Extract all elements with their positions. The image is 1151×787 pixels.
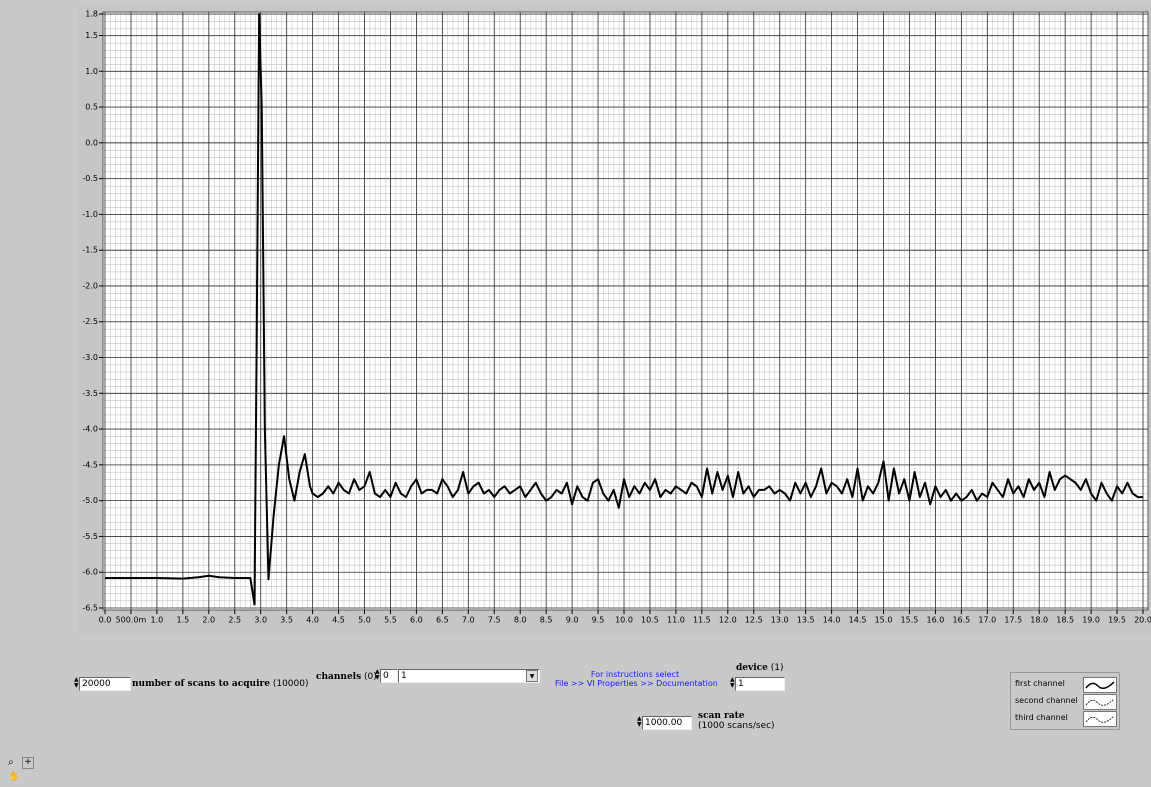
device-default: (1): [770, 663, 784, 673]
x-tick-label: 4.5: [332, 616, 345, 625]
x-tick-label: 2.0: [202, 616, 215, 625]
x-tick-label: 12.5: [745, 616, 763, 625]
pan-tool[interactable]: ✋: [8, 772, 20, 782]
scan-rate-input[interactable]: 1000.00: [642, 716, 692, 730]
y-tick-label: 1.5: [85, 31, 98, 40]
legend-entry[interactable]: third channel: [1015, 710, 1117, 727]
x-tick-label: 18.0: [1030, 616, 1048, 625]
instructions-line: For instructions select: [590, 670, 680, 679]
channels-input[interactable]: 1 ▼: [398, 669, 540, 683]
x-tick-label: 8.0: [514, 616, 527, 625]
x-tick-label: 15.0: [875, 616, 893, 625]
channels-label: channels: [316, 672, 362, 682]
legend-label: first channel: [1015, 679, 1065, 688]
x-tick-label: 14.0: [823, 616, 841, 625]
x-tick-label: 9.5: [592, 616, 605, 625]
cursor-tool[interactable]: +: [22, 757, 34, 769]
x-tick-label: 11.0: [667, 616, 685, 625]
x-tick-label: 3.5: [280, 616, 293, 625]
device-input[interactable]: 1: [735, 677, 785, 691]
legend-label: second channel: [1015, 696, 1078, 705]
x-tick-label: 8.5: [540, 616, 553, 625]
y-tick-label: -6.0: [82, 568, 98, 577]
x-tick-label: 11.5: [693, 616, 711, 625]
y-tick-label: -0.5: [82, 174, 98, 183]
x-tick-label: 6.5: [436, 616, 449, 625]
x-tick-label: 5.5: [384, 616, 397, 625]
x-tick-label: 7.5: [488, 616, 501, 625]
y-tick-label: -6.5: [82, 604, 98, 613]
x-tick-label: 9.0: [566, 616, 579, 625]
x-tick-label: 13.5: [797, 616, 815, 625]
legend-line: [1085, 681, 1115, 689]
channels-default: (0): [364, 672, 377, 682]
legend-swatch: [1083, 711, 1117, 727]
legend-line: [1085, 698, 1115, 706]
x-tick-label: 500.0m: [116, 616, 147, 625]
legend-line: [1085, 715, 1115, 723]
x-tick-label: 17.0: [978, 616, 996, 625]
y-tick-label: 0.0: [85, 138, 98, 147]
x-tick-label: 3.0: [254, 616, 267, 625]
x-tick-label: 19.0: [1082, 616, 1100, 625]
legend-entry[interactable]: second channel: [1015, 693, 1117, 710]
dropdown-button[interactable]: ▼: [526, 670, 538, 682]
device-label: device: [736, 663, 768, 673]
y-tick-label: -4.5: [82, 460, 98, 469]
y-tick-label: -5.5: [82, 532, 98, 541]
instructions-line: File >> VI Properties >> Documentation: [555, 679, 718, 688]
x-tick-label: 15.5: [901, 616, 919, 625]
data-line: [105, 13, 1143, 606]
x-tick-label: 2.5: [228, 616, 241, 625]
y-tick-label: -3.0: [82, 353, 98, 362]
x-tick-label: 13.0: [771, 616, 789, 625]
x-tick-label: 7.0: [462, 616, 475, 625]
x-tick-label: 6.0: [410, 616, 423, 625]
x-tick-label: 14.5: [849, 616, 867, 625]
x-tick-label: 1.5: [176, 616, 189, 625]
scan-rate-default: (1000 scans/sec): [698, 721, 775, 731]
y-tick-label: 0.5: [85, 103, 98, 112]
x-tick-label: 4.0: [306, 616, 319, 625]
x-tick-label: 10.0: [615, 616, 633, 625]
scan-rate-label: scan rate: [698, 711, 745, 721]
x-tick-label: 17.5: [1004, 616, 1022, 625]
x-tick-label: 16.5: [952, 616, 970, 625]
x-tick-label: 16.0: [926, 616, 944, 625]
zoom-tool[interactable]: ⌕: [8, 757, 14, 768]
x-tick-label: 0.0: [99, 616, 112, 625]
x-tick-label: 19.5: [1108, 616, 1126, 625]
x-tick-label: 5.0: [358, 616, 371, 625]
minor-grid: [103, 12, 1148, 610]
x-tick-label: 18.5: [1056, 616, 1074, 625]
x-tick-label: 20.0: [1134, 616, 1151, 625]
legend-entry[interactable]: first channel: [1015, 676, 1117, 693]
legend-swatch: [1083, 677, 1117, 693]
scans-label: number of scans to acquire: [132, 679, 270, 689]
x-tick-label: 12.0: [719, 616, 737, 625]
scans-input[interactable]: 20000: [79, 677, 131, 691]
y-tick-label: 1.8: [85, 10, 98, 19]
y-tick-label: -5.0: [82, 496, 98, 505]
y-tick-label: -2.0: [82, 281, 98, 290]
plot-legend: first channel second channel third channel: [1010, 672, 1120, 730]
x-tick-label: 1.0: [151, 616, 164, 625]
y-tick-label: -3.5: [82, 389, 98, 398]
y-tick-label: -2.5: [82, 317, 98, 326]
scans-default: (10000): [272, 679, 309, 689]
y-tick-label: 1.0: [85, 67, 98, 76]
y-tick-label: -1.5: [82, 246, 98, 255]
y-tick-label: -1.0: [82, 210, 98, 219]
x-tick-label: 10.5: [641, 616, 659, 625]
legend-swatch: [1083, 694, 1117, 710]
legend-label: third channel: [1015, 713, 1068, 722]
channels-index[interactable]: 0: [380, 669, 398, 683]
y-tick-label: -4.0: [82, 425, 98, 434]
channels-value: 1: [401, 671, 407, 681]
